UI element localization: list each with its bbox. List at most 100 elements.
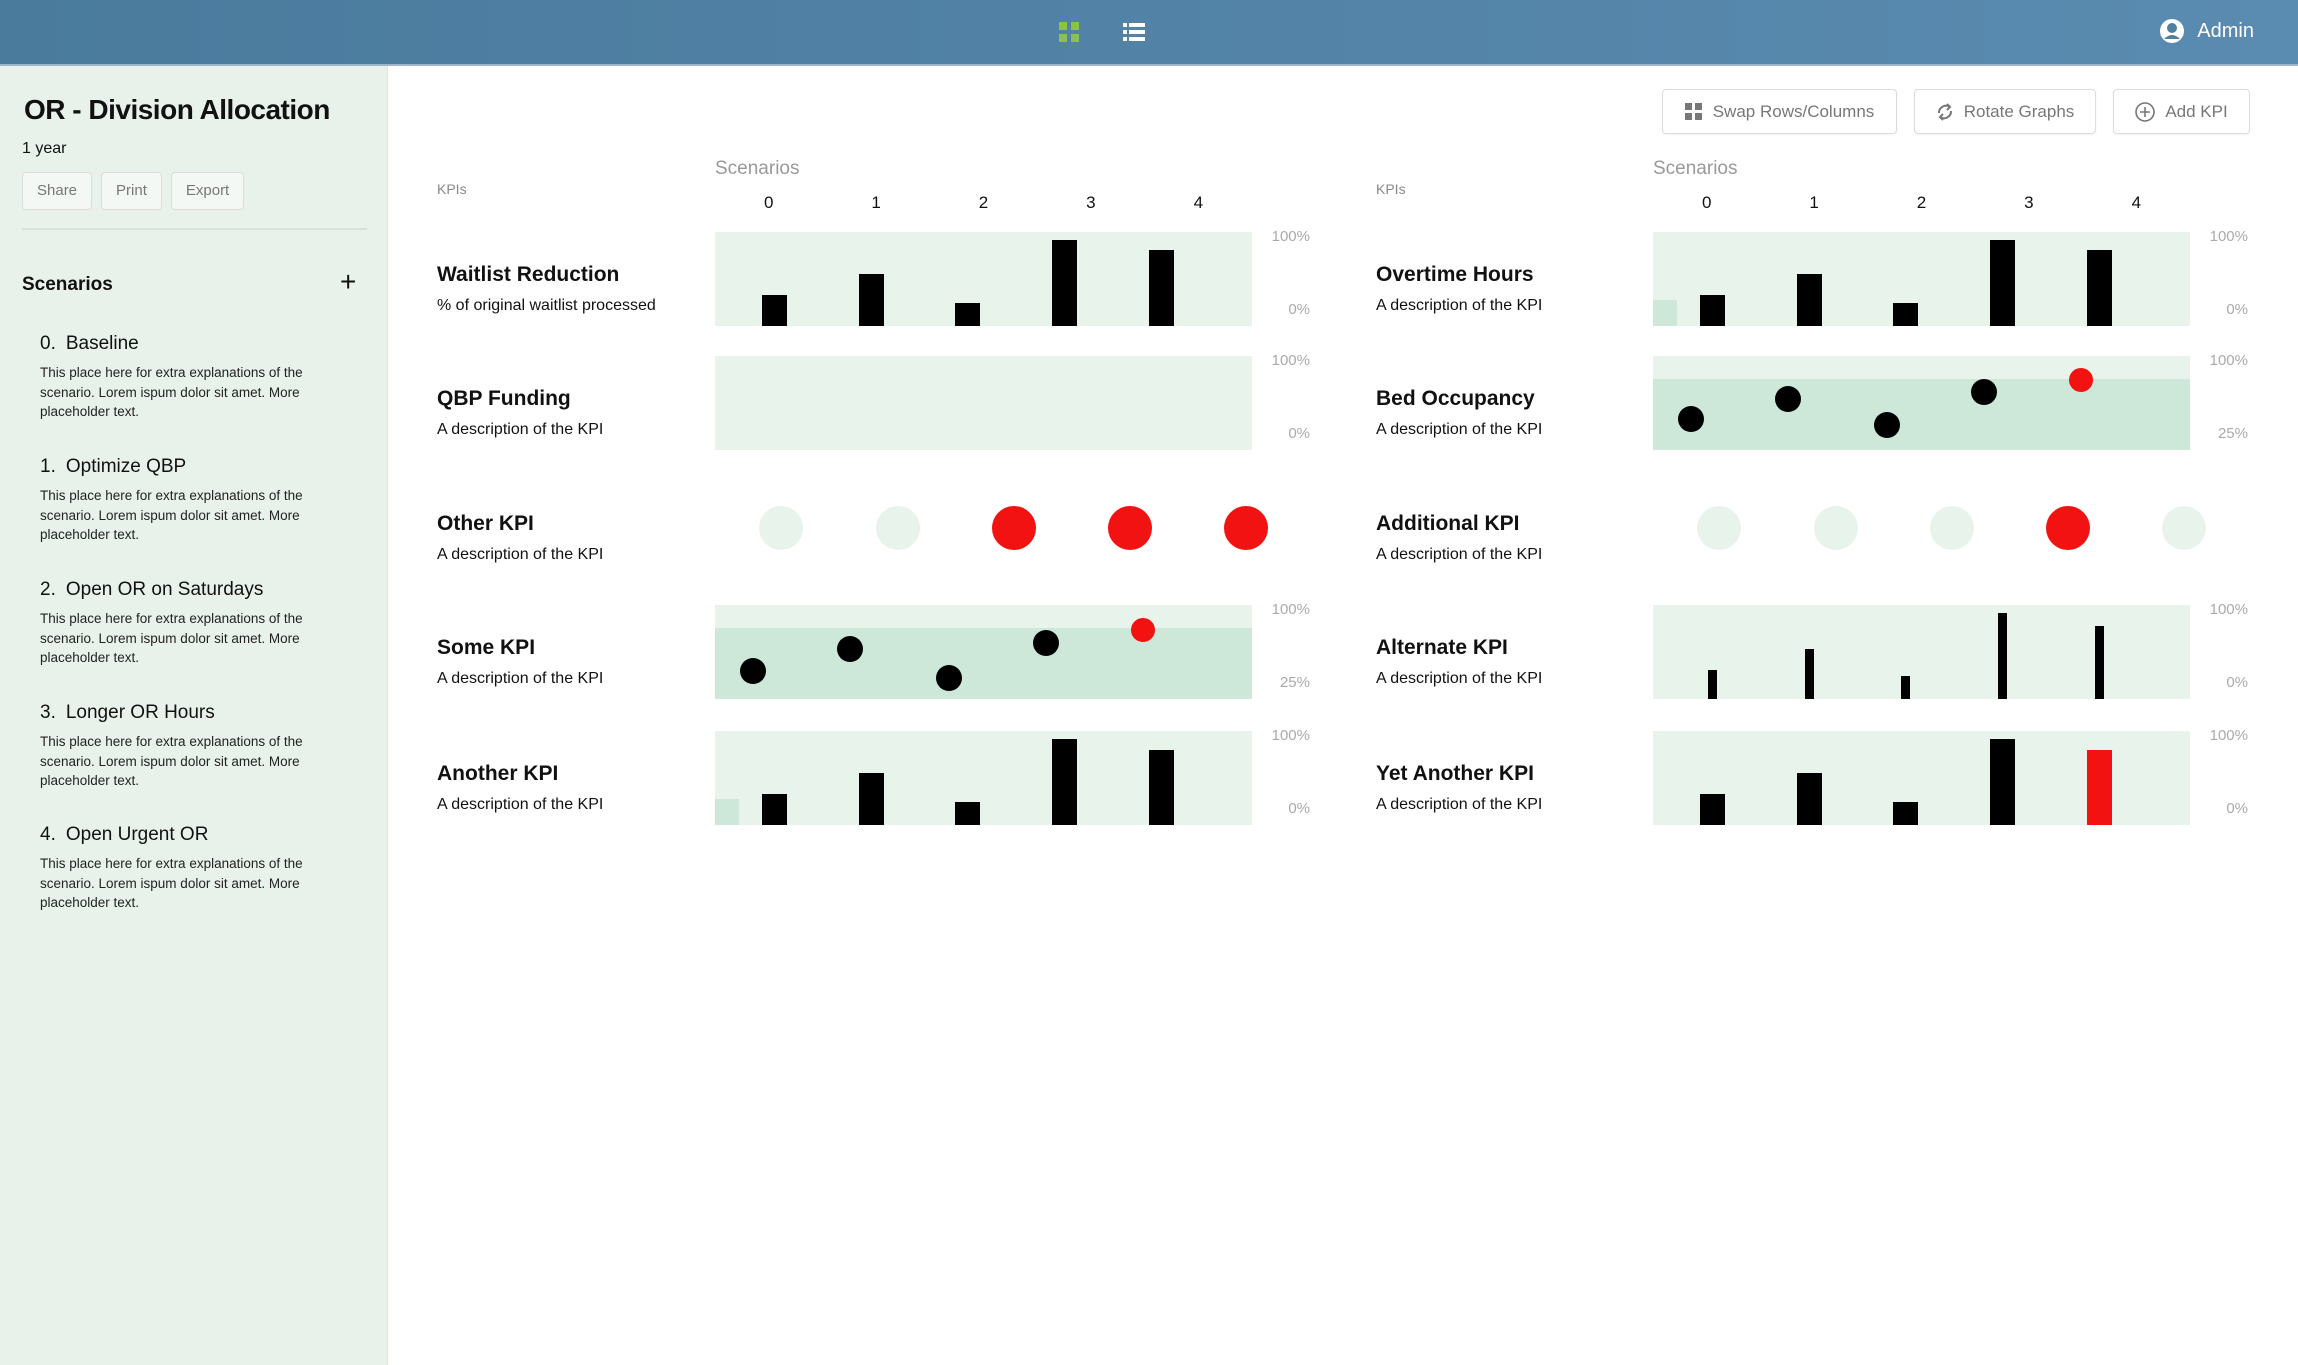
bar[interactable] — [1997, 613, 2007, 699]
bar[interactable] — [1893, 302, 1919, 326]
kpi-name[interactable]: Bed Occupancy — [1376, 387, 1535, 410]
kpi-name[interactable]: QBP Funding — [437, 387, 571, 410]
kpi-chart — [1653, 605, 2190, 699]
kpi-name[interactable]: Other KPI — [437, 512, 534, 535]
status-indicator[interactable] — [2162, 506, 2207, 550]
bar[interactable] — [1051, 239, 1077, 326]
kpi-description: A description of the KPI — [437, 670, 604, 687]
axis-label-bottom: 0% — [1288, 425, 1310, 442]
status-indicator[interactable] — [1108, 506, 1153, 550]
status-indicator[interactable] — [991, 506, 1036, 550]
scenario-item[interactable]: 0. Baseline This place here for extra expl… — [40, 333, 340, 422]
scenario-item[interactable]: 1. Optimize QBP This place here for extra … — [40, 456, 340, 545]
status-indicator[interactable] — [1224, 506, 1269, 550]
kpi-chart — [1653, 481, 2207, 575]
bar[interactable] — [762, 294, 788, 326]
scenario-description: This place here for extra explanations o… — [40, 611, 303, 665]
scenario-column-header[interactable]: 4 — [2131, 193, 2142, 212]
scenario-column-header[interactable]: 0 — [763, 193, 774, 212]
bar[interactable] — [1148, 249, 1174, 326]
kpi-name[interactable]: Another KPI — [437, 762, 559, 785]
scenario-item[interactable]: 4. Open Urgent OR This place here for extr… — [40, 824, 340, 913]
axis-label-bottom: 0% — [2226, 674, 2248, 691]
data-point[interactable] — [1874, 411, 1901, 438]
bar[interactable] — [858, 773, 884, 825]
data-point[interactable] — [936, 664, 963, 691]
export-button[interactable]: Export — [170, 172, 245, 210]
kpi-name[interactable]: Yet Another KPI — [1376, 762, 1534, 785]
bar[interactable] — [1901, 675, 1911, 699]
status-indicator[interactable] — [2046, 506, 2091, 550]
data-point[interactable] — [1775, 385, 1802, 412]
scenario-number: 3. — [40, 702, 56, 723]
data-point[interactable] — [1130, 618, 1155, 643]
scenario-item[interactable]: 2. Open OR on Saturdays This place here fo… — [40, 579, 340, 668]
status-indicator[interactable] — [875, 506, 920, 550]
bar[interactable] — [1700, 294, 1726, 326]
add-scenario-button[interactable]: + — [340, 266, 357, 297]
bar[interactable] — [2086, 749, 2112, 825]
user-name: Admin — [2197, 19, 2254, 42]
bar[interactable] — [955, 801, 981, 825]
kpi-description: A description of the KPI — [437, 796, 604, 813]
scenario-title: 0. Baseline — [40, 333, 340, 355]
status-indicator[interactable] — [759, 506, 804, 550]
add-kpi-button[interactable]: Add KPI — [2113, 89, 2250, 134]
bar[interactable] — [1804, 649, 1814, 699]
kpis-label: KPIs — [437, 181, 467, 197]
bar[interactable] — [1989, 738, 2015, 825]
axis-label-bottom: 25% — [2217, 425, 2248, 442]
kpi-description: A description of the KPI — [1376, 546, 1543, 563]
bar[interactable] — [1708, 669, 1718, 699]
data-point[interactable] — [1678, 405, 1705, 432]
bar[interactable] — [762, 793, 788, 825]
print-button[interactable]: Print — [101, 172, 162, 210]
scenario-column-header[interactable]: 1 — [1809, 193, 1819, 212]
list-icon — [1123, 23, 1145, 41]
status-indicator[interactable] — [1697, 506, 1742, 550]
swap-rows-columns-button[interactable]: Swap Rows/Columns — [1662, 89, 1897, 134]
grid-view-button[interactable] — [1057, 20, 1083, 46]
kpi-name[interactable]: Alternate KPI — [1376, 636, 1508, 659]
scenario-column-header[interactable]: 1 — [871, 193, 881, 212]
rotate-graphs-button[interactable]: Rotate Graphs — [1914, 89, 2096, 134]
scenario-column-header[interactable]: 2 — [1916, 193, 1927, 212]
data-point[interactable] — [2068, 367, 2093, 392]
user-menu[interactable]: Admin — [2159, 18, 2254, 44]
data-point[interactable] — [1970, 379, 1997, 406]
bar[interactable] — [1989, 239, 2015, 326]
data-point[interactable] — [837, 635, 864, 662]
bar[interactable] — [2094, 625, 2104, 699]
scenario-column-header[interactable]: 0 — [1701, 193, 1712, 212]
bar[interactable] — [1796, 274, 1822, 326]
data-point[interactable] — [1032, 629, 1059, 656]
scenario-column-header[interactable]: 2 — [978, 193, 989, 212]
bar[interactable] — [955, 302, 981, 326]
bar[interactable] — [1700, 793, 1726, 825]
bar[interactable] — [858, 274, 884, 326]
scenario-number: 1. — [40, 456, 56, 477]
share-button[interactable]: Share — [22, 172, 93, 210]
data-point[interactable] — [740, 658, 767, 685]
bar[interactable] — [1148, 749, 1174, 825]
scenario-item[interactable]: 3. Longer OR Hours This place here for ext… — [40, 702, 340, 791]
bar[interactable] — [2086, 249, 2112, 326]
scenario-column-header[interactable]: 3 — [1086, 193, 1096, 212]
bar[interactable] — [1893, 801, 1919, 825]
status-indicator[interactable] — [1813, 506, 1858, 550]
kpi-name[interactable]: Additional KPI — [1376, 512, 1520, 535]
scenario-title: 2. Open OR on Saturdays — [40, 579, 340, 601]
status-indicator[interactable] — [1929, 506, 1974, 550]
kpi-description: % of original waitlist processed — [437, 297, 656, 314]
kpi-name[interactable]: Some KPI — [437, 636, 536, 659]
scenario-column-header[interactable]: 4 — [1193, 193, 1204, 212]
scenario-name: Longer OR Hours — [65, 702, 215, 723]
kpis-label: KPIs — [1376, 181, 1406, 197]
kpi-name[interactable]: Overtime Hours — [1376, 263, 1534, 286]
scenario-column-header[interactable]: 3 — [2024, 193, 2034, 212]
bar[interactable] — [1796, 773, 1822, 825]
scenario-number: 4. — [40, 824, 56, 845]
bar[interactable] — [1051, 738, 1077, 825]
list-view-button[interactable] — [1122, 20, 1148, 46]
kpi-name[interactable]: Waitlist Reduction — [437, 263, 620, 286]
